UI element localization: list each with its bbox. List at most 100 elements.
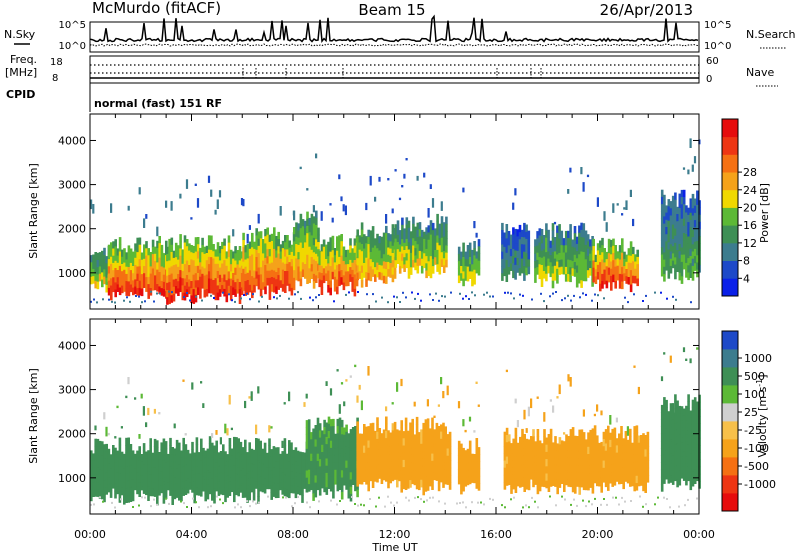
power-colorbar-tick-label: 20	[743, 202, 757, 215]
velocity-colorbar-swatch	[722, 421, 738, 440]
velocity-colorbar-swatch	[722, 439, 738, 458]
freq-label: Freq.	[10, 53, 37, 66]
nsky-trace	[89, 14, 699, 44]
nave-tick-top: 60	[706, 56, 719, 67]
velocity-colorbar-tick-label: -500	[744, 460, 769, 473]
velocity-ylabel: Slant Range [km]	[27, 368, 40, 464]
velocity-colorbar-tick-label: 500	[744, 370, 765, 383]
velocity-colorbar-swatch	[722, 475, 738, 494]
power-data	[90, 138, 701, 305]
velocity-echo-band	[305, 364, 359, 502]
velocity-colorbar-swatch	[722, 493, 738, 512]
time-tick-label: 20:00	[582, 528, 614, 541]
velocity-ytick-label: 3000	[58, 384, 86, 397]
power-ytick-label: 1000	[58, 267, 86, 280]
power-echo-band	[90, 199, 111, 293]
velocity-colorbar-swatch	[722, 403, 738, 422]
velocity-ytick-label: 4000	[58, 339, 86, 352]
time-tick-label: 12:00	[379, 528, 411, 541]
power-echo-band	[534, 167, 594, 289]
velocity-colorbar-tick-label: 25	[744, 406, 758, 419]
nsky-tick-top: 10^5	[59, 20, 86, 31]
power-echo-band	[592, 189, 639, 293]
time-axis-label: Time UT	[371, 541, 417, 554]
time-axis: 00:00 04:00 08:00 12:00 16:00 20:00 00:00	[74, 528, 715, 541]
power-echo-band	[242, 199, 296, 300]
freq-tick-bottom: 8	[52, 73, 58, 84]
velocity-echo-band	[660, 347, 701, 492]
nave-label: Nave	[746, 66, 774, 79]
power-echo-band	[318, 174, 359, 297]
nsky-label: N.Sky	[4, 28, 36, 41]
power-ytick-label: 4000	[58, 134, 86, 147]
nsearch-label: N.Search	[746, 28, 796, 41]
power-colorbar-tick-label: 8	[743, 255, 750, 268]
velocity-near-range-scatter	[90, 495, 698, 509]
power-colorbar-tick-label: 16	[743, 219, 757, 232]
power-echo-band	[293, 153, 320, 289]
power-echo-band	[107, 187, 168, 301]
velocity-colorbar-tick-label: -100	[744, 442, 769, 455]
nsearch-trace	[89, 43, 699, 47]
nsearch-tick-top: 10^5	[704, 20, 731, 31]
velocity-colorbar-swatch	[722, 367, 738, 386]
time-tick-label: 16:00	[480, 528, 512, 541]
time-tick-label: 00:00	[683, 528, 715, 541]
power-colorbar-swatch	[722, 242, 738, 261]
power-colorbar-swatch	[722, 119, 738, 138]
freq-panel: Freq. [MHz] 18 8 60 0 Nave	[5, 53, 778, 87]
velocity-echo-band	[356, 366, 452, 496]
power-colorbar-swatch	[722, 189, 738, 208]
power-colorbar-swatch	[722, 154, 738, 173]
power-colorbar-label: Power [dB]	[758, 183, 771, 243]
velocity-colorbar-swatch	[722, 331, 738, 350]
freq-unit-label: [MHz]	[5, 66, 37, 79]
velocity-colorbar-tick-label: -25	[744, 424, 762, 437]
power-echo-band	[501, 188, 531, 282]
power-colorbar-tick-label: 4	[743, 272, 750, 285]
velocity-echo-band	[90, 377, 309, 506]
power-echo-band	[660, 138, 701, 284]
freq-tick-top: 18	[50, 57, 63, 68]
velocity-ytick-label: 2000	[58, 428, 86, 441]
velocity-colorbar-tick-label: 1000	[744, 352, 772, 365]
velocity-data	[90, 347, 701, 509]
power-echo-band	[394, 158, 448, 279]
time-tick-label: 08:00	[277, 528, 309, 541]
power-colorbar-swatch	[722, 207, 738, 226]
power-colorbar-swatch	[722, 278, 738, 297]
velocity-colorbar-swatch	[722, 349, 738, 368]
power-colorbar-tick-label: 28	[743, 166, 757, 179]
power-colorbar-swatch	[722, 225, 738, 244]
beam-title: Beam 15	[358, 1, 425, 19]
power-colorbar-tick-label: 24	[743, 184, 757, 197]
velocity-ytick-label: 1000	[58, 472, 86, 485]
cpid-mode: normal (fast) 151 RF	[94, 97, 222, 110]
velocity-colorbar-swatch	[722, 385, 738, 404]
power-near-range-scatter	[90, 290, 692, 304]
velocity-echo-band	[503, 365, 650, 495]
time-tick-label: 00:00	[74, 528, 106, 541]
cpid-label: CPID	[6, 88, 35, 101]
power-panel: 1000 2000 3000 4000 Slant Range [km] 4 8 12 16…	[27, 113, 771, 310]
time-tick-label: 04:00	[176, 528, 208, 541]
date-title: 26/Apr/2013	[600, 1, 693, 19]
power-colorbar-swatch	[722, 172, 738, 191]
velocity-colorbar-frame	[721, 330, 739, 512]
power-colorbar-swatch	[722, 136, 738, 155]
velocity-colorbar: -1000 -500 -100 -25 25 100 500 1000	[721, 330, 776, 512]
velocity-colorbar-swatch	[722, 457, 738, 476]
velocity-colorbar-tick-label: 100	[744, 388, 765, 401]
power-colorbar: 4 8 12 16 20 24 28	[721, 118, 757, 297]
station-title: McMurdo (fitACF)	[92, 0, 221, 17]
velocity-colorbar-tick-label: -1000	[744, 478, 776, 491]
power-colorbar-tick-label: 12	[743, 237, 757, 250]
velocity-colorbar-label: Velocity [m s-1]	[755, 374, 769, 457]
power-echo-band	[166, 175, 244, 305]
velocity-echo-band	[457, 381, 481, 495]
power-ytick-label: 3000	[58, 179, 86, 192]
power-ytick-label: 2000	[58, 223, 86, 236]
power-colorbar-swatch	[722, 260, 738, 279]
